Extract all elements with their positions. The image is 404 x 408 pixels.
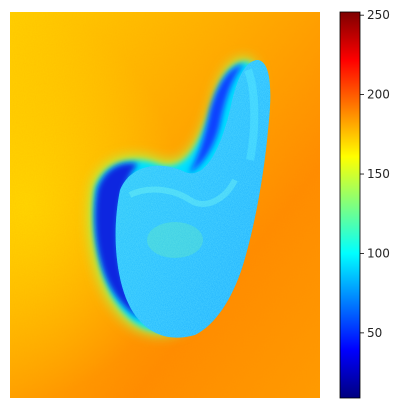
colorbar-tick-label: 150 bbox=[367, 167, 390, 181]
colorbar-tick-label: 50 bbox=[367, 326, 382, 340]
heatmap-image bbox=[10, 12, 320, 398]
colorbar-tick-label: 200 bbox=[367, 88, 390, 102]
colorbar-ticks: 50 100 150 200 250 bbox=[360, 8, 390, 340]
colorbar-gradient bbox=[339, 11, 361, 399]
colorbar-tick-label: 250 bbox=[367, 8, 390, 22]
colorbar-tick-label: 100 bbox=[367, 246, 390, 260]
colorbar: 50 100 150 200 250 bbox=[339, 8, 390, 399]
